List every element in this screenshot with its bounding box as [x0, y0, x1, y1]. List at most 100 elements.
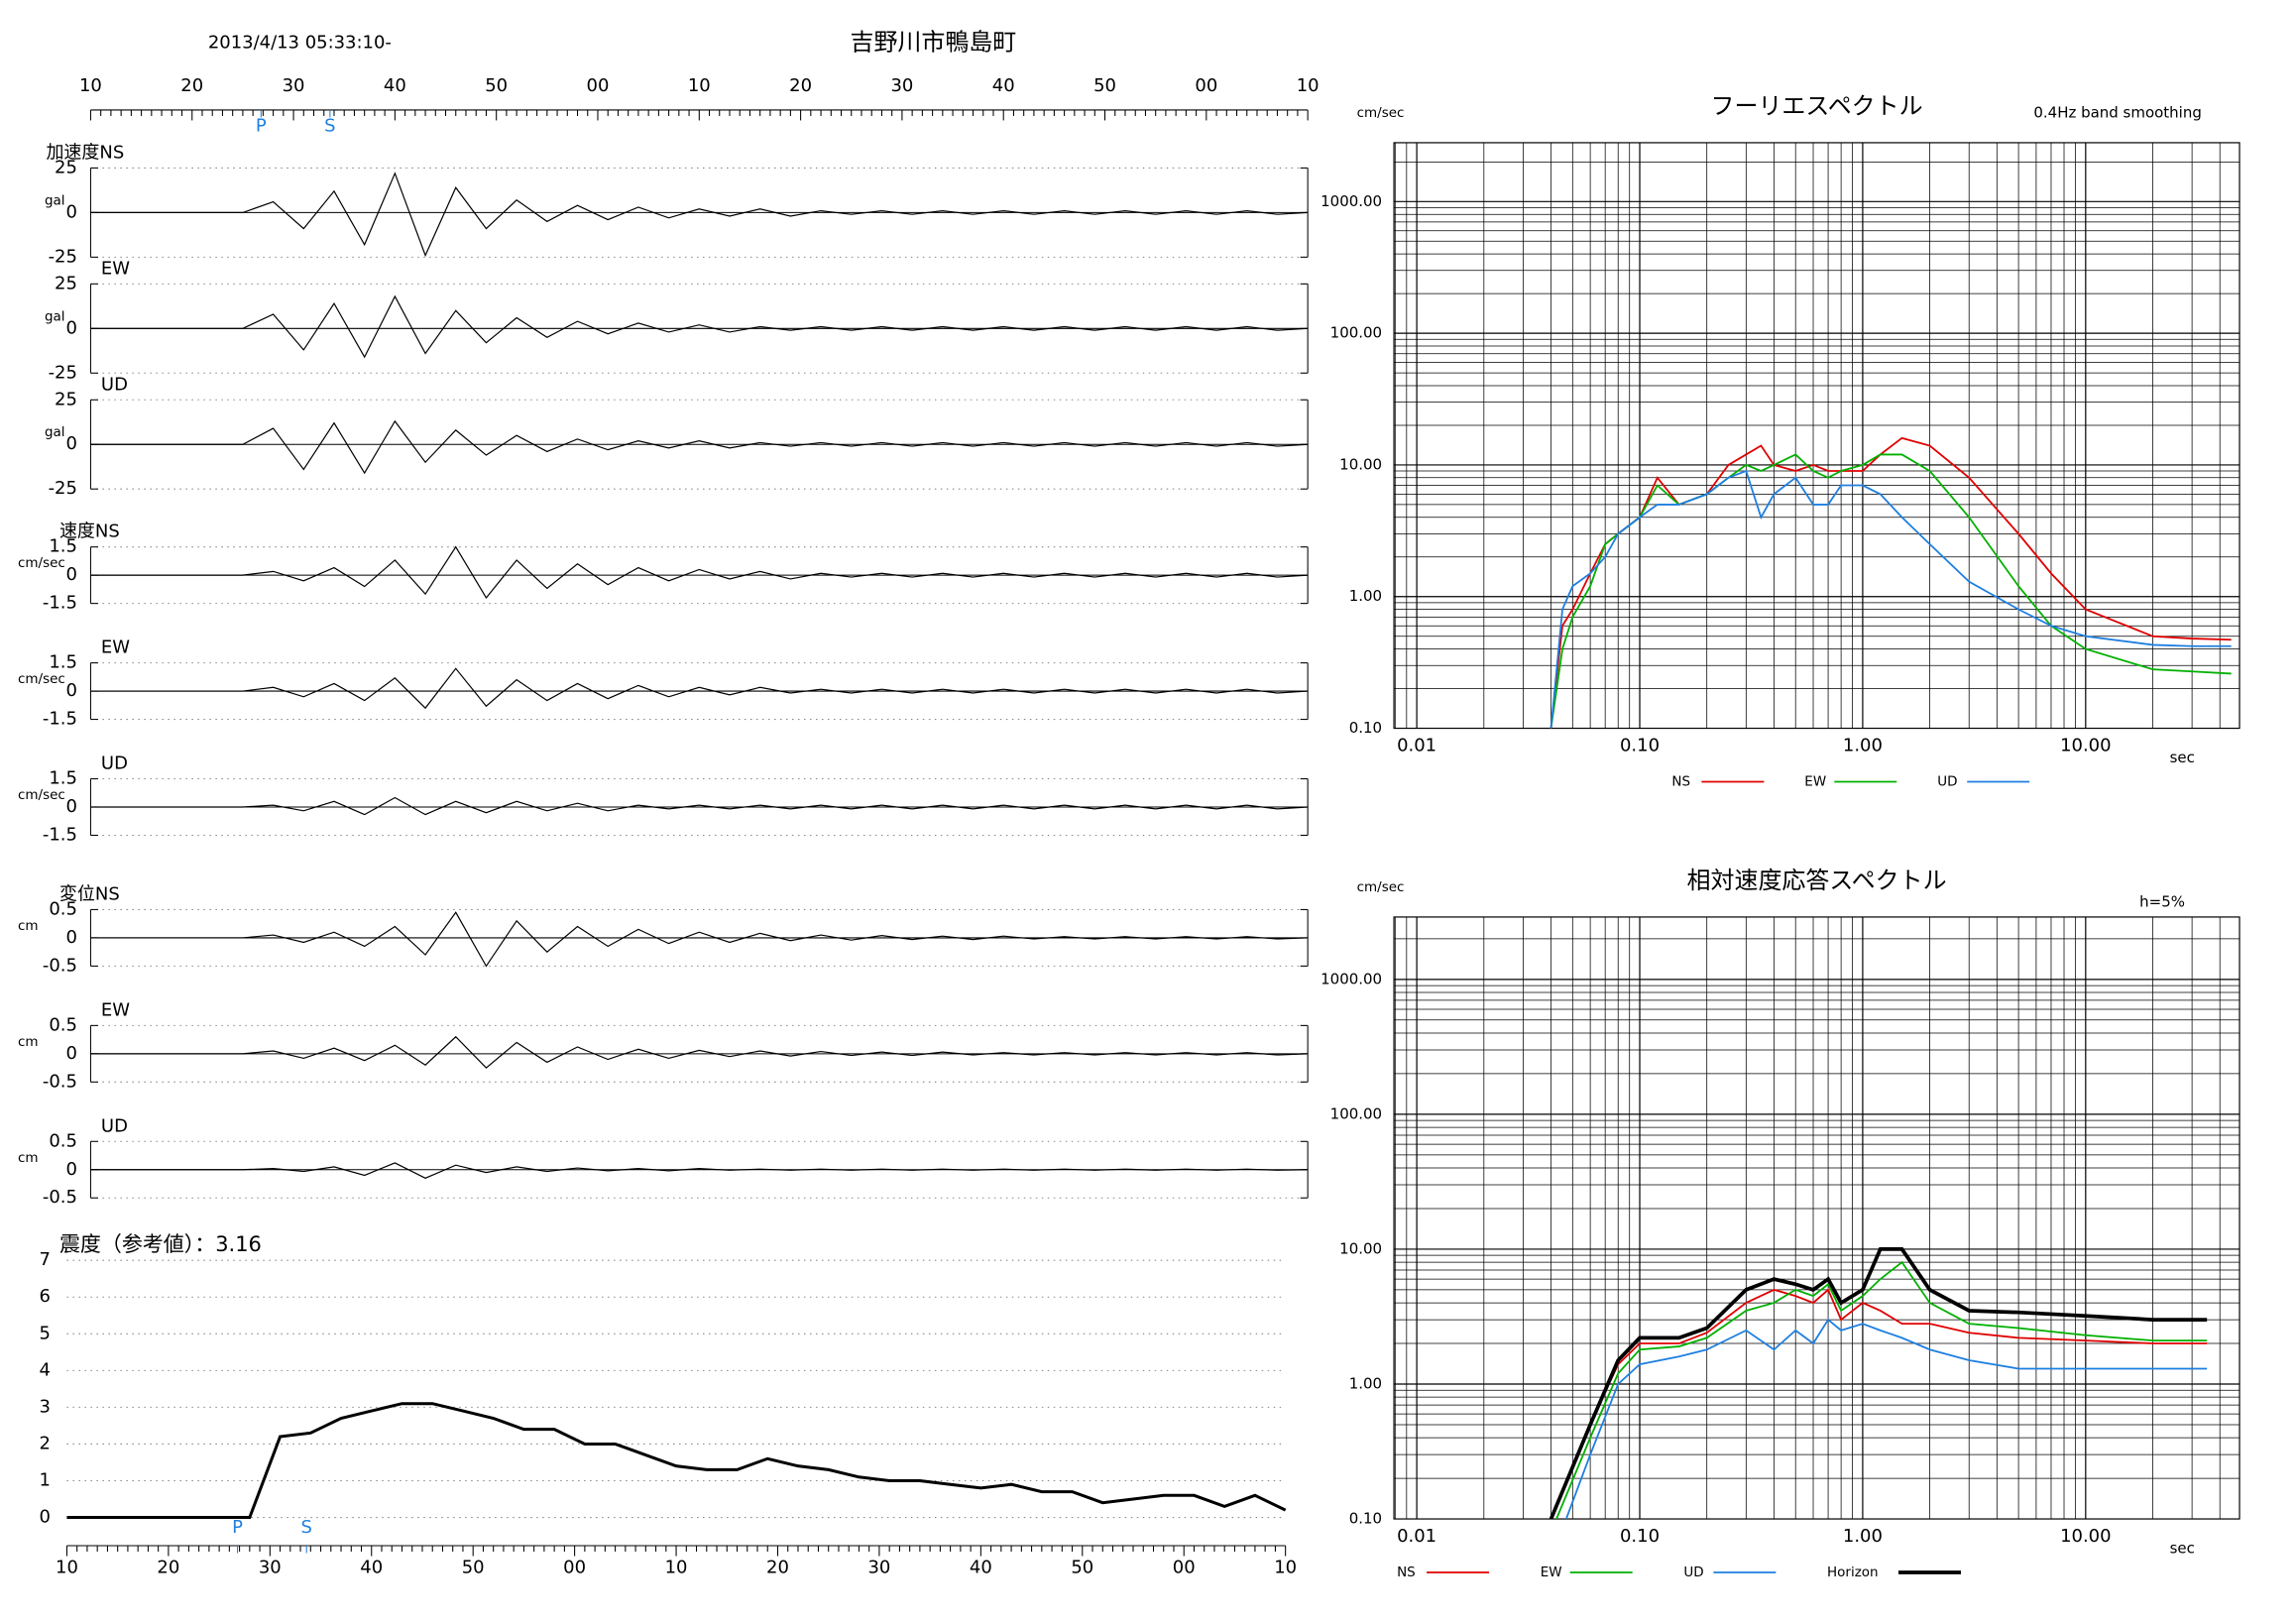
- time-tick-label: 40: [384, 75, 406, 96]
- time-tick-label: 20: [766, 1558, 789, 1578]
- chart-annotation: h=5%: [2139, 892, 2185, 910]
- x-tick-label: 1.00: [1843, 736, 1883, 756]
- spectrum-line: [1550, 436, 2232, 729]
- panel-label: UD: [101, 754, 128, 774]
- y-tick-label: 0.10: [1349, 719, 1382, 737]
- time-tick-label: 40: [360, 1558, 383, 1578]
- spectrum-line: [1564, 1318, 2208, 1520]
- waveform: [90, 911, 1309, 968]
- panel-label: EW: [101, 638, 130, 658]
- y-tick-label: 0: [66, 680, 77, 701]
- plot-frame: [1393, 142, 2240, 730]
- legend-label: NS: [1671, 774, 1690, 790]
- y-tick-label: 0: [66, 1043, 77, 1064]
- waveform: [90, 667, 1309, 710]
- panel-unit: gal: [45, 308, 65, 324]
- time-tick-label: 10: [665, 1558, 688, 1578]
- panel-label: 加速度NS: [46, 142, 124, 163]
- panel-label: UD: [101, 1115, 128, 1136]
- panel-unit: cm/sec: [18, 787, 65, 803]
- y-tick-label: 0: [66, 1159, 77, 1180]
- y-tick-label: 1000.00: [1320, 192, 1382, 210]
- y-tick-label: -25: [49, 478, 77, 499]
- panel-unit: gal: [45, 424, 65, 440]
- time-tick-label: 30: [259, 1558, 282, 1578]
- time-tick-label: 50: [1071, 1558, 1093, 1578]
- x-tick-label: 0.01: [1397, 736, 1436, 756]
- y-tick-label: 4: [40, 1359, 51, 1380]
- chart-title: 相対速度応答スペクトル: [1687, 867, 1947, 894]
- y-tick-label: 10.00: [1339, 1239, 1382, 1257]
- spectrum-line: [1549, 1247, 2208, 1520]
- waveform: [90, 1162, 1309, 1179]
- waveform: [90, 172, 1309, 258]
- waveform: [90, 419, 1309, 475]
- waveform: [90, 294, 1309, 359]
- y-tick-label: 1.5: [49, 768, 77, 789]
- spectrum-line: [1550, 469, 2232, 729]
- time-tick-label: 00: [563, 1558, 586, 1578]
- datetime: 2013/4/13 05:33:10-: [208, 33, 392, 54]
- y-tick-label: 7: [40, 1249, 51, 1270]
- legend-label: EW: [1541, 1565, 1562, 1580]
- y-tick-label: 100.00: [1330, 324, 1382, 342]
- legend-label: EW: [1804, 774, 1826, 790]
- plot-frame: [1393, 916, 2240, 1520]
- panel-label: EW: [101, 258, 130, 279]
- intensity-title: 震度（参考値）：3.16: [59, 1232, 262, 1256]
- y-tick-label: 25: [55, 157, 77, 177]
- legend-label: UD: [1937, 774, 1957, 790]
- y-tick-label: 0: [66, 564, 77, 585]
- y-tick-label: 0: [66, 433, 77, 454]
- y-axis-label: cm/sec: [1357, 105, 1405, 121]
- waveform: [90, 1035, 1309, 1069]
- time-tick-label: 30: [890, 75, 913, 96]
- time-tick-label: 00: [587, 75, 610, 96]
- y-tick-label: -1.5: [43, 824, 77, 845]
- y-tick-label: 0.5: [49, 1014, 77, 1035]
- y-tick-label: 1.5: [49, 536, 77, 557]
- y-tick-label: 25: [55, 389, 77, 409]
- time-tick-label: 00: [1173, 1558, 1196, 1578]
- x-tick-label: 0.10: [1620, 1526, 1660, 1547]
- y-tick-label: -25: [49, 246, 77, 267]
- x-axis-label: sec: [2170, 749, 2195, 766]
- y-tick-label: 0: [40, 1507, 51, 1528]
- panel-unit: cm: [18, 1150, 39, 1166]
- panel-label: EW: [101, 999, 130, 1020]
- y-tick-label: 1000.00: [1320, 970, 1382, 987]
- y-tick-label: 0: [66, 927, 77, 948]
- y-tick-label: 25: [55, 273, 77, 293]
- time-tick-label: 10: [688, 75, 711, 96]
- waveform: [90, 545, 1309, 599]
- x-tick-label: 0.01: [1397, 1526, 1436, 1547]
- y-tick-label: 0: [66, 201, 77, 222]
- panel-unit: cm/sec: [18, 555, 65, 571]
- time-tick-label: 50: [485, 75, 508, 96]
- y-tick-label: 10.00: [1339, 455, 1382, 473]
- spectrum-line: [1555, 1260, 2208, 1520]
- y-tick-label: 6: [40, 1286, 51, 1307]
- y-tick-label: 0.5: [49, 898, 77, 919]
- spectrum-line: [1550, 453, 2232, 729]
- time-tick-label: 20: [157, 1558, 179, 1578]
- time-tick-label: 10: [79, 75, 102, 96]
- y-tick-label: 1: [40, 1469, 51, 1490]
- panel-unit: cm: [18, 1034, 39, 1050]
- y-tick-label: 5: [40, 1323, 51, 1343]
- legend-label: Horizon: [1827, 1565, 1879, 1580]
- y-axis-label: cm/sec: [1357, 879, 1405, 895]
- y-tick-label: -0.5: [43, 955, 77, 976]
- time-tick-label: 10: [1297, 75, 1320, 96]
- x-tick-label: 10.00: [2060, 736, 2111, 756]
- intensity-line: [66, 1402, 1287, 1520]
- time-tick-label: 00: [1195, 75, 1217, 96]
- y-tick-label: -0.5: [43, 1071, 77, 1092]
- x-tick-label: 1.00: [1843, 1526, 1883, 1547]
- time-tick-label: 10: [56, 1558, 78, 1578]
- time-tick-label: 20: [789, 75, 812, 96]
- spectrum-line: [1550, 1288, 2208, 1520]
- time-tick-label: 30: [867, 1558, 890, 1578]
- time-tick-label: 50: [462, 1558, 485, 1578]
